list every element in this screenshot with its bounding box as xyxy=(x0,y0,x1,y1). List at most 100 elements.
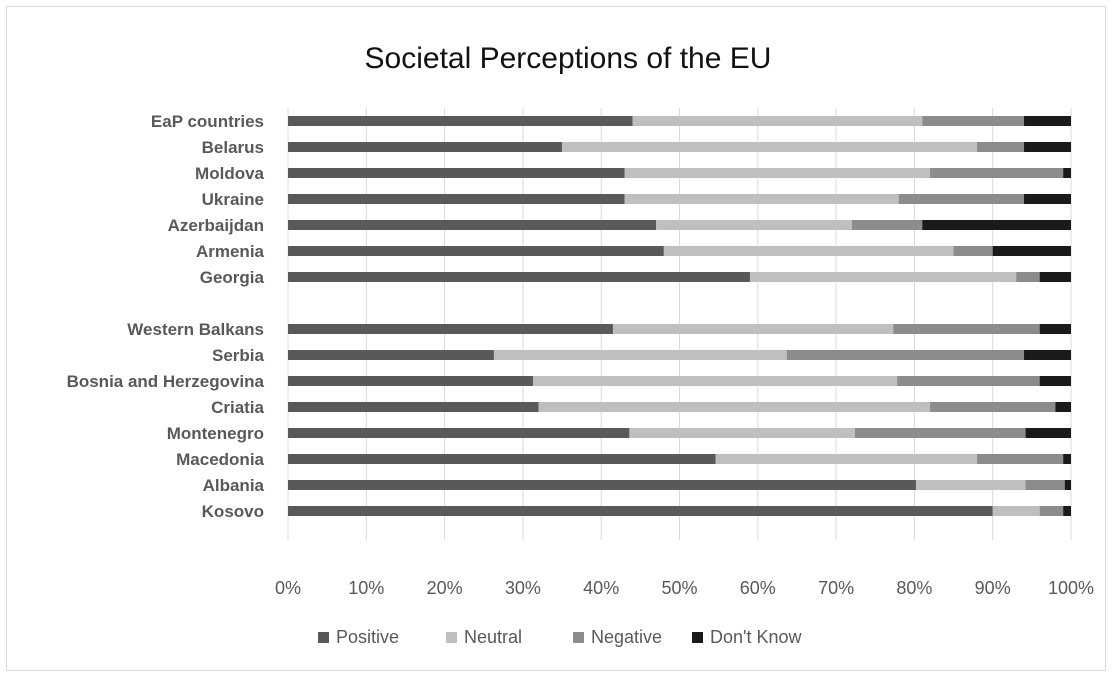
bar-segment xyxy=(1024,142,1071,152)
x-tick-label: 100% xyxy=(1048,578,1094,598)
legend-label: Negative xyxy=(591,627,662,647)
bar-segment xyxy=(624,194,899,204)
bar-segment xyxy=(992,246,1071,256)
bar-segment xyxy=(897,376,1040,386)
bar-segment xyxy=(663,246,954,256)
legend-swatch xyxy=(318,632,329,643)
category-label: Criatia xyxy=(211,398,264,417)
bar-segment xyxy=(1024,116,1071,126)
bar-segment xyxy=(1024,194,1071,204)
bar-segment xyxy=(930,168,1064,178)
legend-label: Positive xyxy=(336,627,399,647)
bar-segment xyxy=(1039,324,1071,334)
bar-segment xyxy=(629,428,855,438)
category-label: Western Balkans xyxy=(127,320,264,339)
x-tick-label: 90% xyxy=(975,578,1011,598)
bar-segment xyxy=(1063,454,1071,464)
bar-segment xyxy=(1039,376,1071,386)
x-tick-label: 20% xyxy=(427,578,463,598)
legend-label: Neutral xyxy=(464,627,522,647)
x-tick-labels: 0% 10% 20% 30% 40% 50% 60% 70% 80% 90% 100% xyxy=(275,578,1094,598)
bar-segment xyxy=(288,116,633,126)
legend-label: Don't Know xyxy=(710,627,802,647)
bar-segment xyxy=(749,272,1017,282)
bar-segment xyxy=(715,454,978,464)
bar-segment xyxy=(288,272,750,282)
x-tick-label: 50% xyxy=(661,578,697,598)
bar-segment xyxy=(562,142,978,152)
bar-segment xyxy=(786,350,1025,360)
bar-segment xyxy=(288,246,664,256)
bar-segment xyxy=(288,480,916,490)
bar-segment xyxy=(1039,272,1071,282)
category-label: Georgia xyxy=(200,268,265,287)
bar-segment xyxy=(922,220,1071,230)
x-tick-label: 70% xyxy=(818,578,854,598)
category-label: Azerbaijdan xyxy=(168,216,264,235)
bar-segment xyxy=(288,220,657,230)
x-tick-label: 10% xyxy=(348,578,384,598)
bar-segment xyxy=(1024,350,1071,360)
bar-segment xyxy=(1055,402,1071,412)
x-tick-label: 60% xyxy=(740,578,776,598)
bar-segment xyxy=(288,402,539,412)
bar-segment xyxy=(915,480,1026,490)
legend-swatch xyxy=(573,632,584,643)
category-label: Moldova xyxy=(195,164,264,183)
category-label: Kosovo xyxy=(202,502,264,521)
bar-segment xyxy=(1016,272,1040,282)
bar-segment xyxy=(288,142,563,152)
bar-segment xyxy=(288,324,613,334)
legend-swatch xyxy=(692,632,703,643)
bar-segment xyxy=(288,194,625,204)
bar-segment xyxy=(1025,480,1065,490)
category-label: Ukraine xyxy=(202,190,264,209)
bar-segment xyxy=(288,376,534,386)
category-label: EaP countries xyxy=(151,112,264,131)
category-label: Bosnia and Herzegovina xyxy=(67,372,265,391)
category-label: Armenia xyxy=(196,242,265,261)
bar-segment xyxy=(1025,428,1071,438)
bar-segment xyxy=(977,454,1064,464)
legend: Positive Neutral Negative Don't Know xyxy=(318,627,802,647)
category-label: Serbia xyxy=(212,346,265,365)
bar-segment xyxy=(288,350,494,360)
bar-segment xyxy=(533,376,898,386)
bar-segment xyxy=(632,116,923,126)
bar-segment xyxy=(851,220,923,230)
bar-segment xyxy=(992,506,1040,516)
bar-segment xyxy=(1063,168,1071,178)
category-label: Albania xyxy=(203,476,265,495)
bars xyxy=(288,116,1071,516)
bar-segment xyxy=(288,428,630,438)
bar-segment xyxy=(893,324,1040,334)
bar-segment xyxy=(930,402,1056,412)
x-tick-label: 30% xyxy=(505,578,541,598)
bar-segment xyxy=(288,168,625,178)
category-label: Belarus xyxy=(202,138,264,157)
bar-segment xyxy=(1064,480,1071,490)
legend-swatch xyxy=(446,632,457,643)
x-tick-label: 80% xyxy=(896,578,932,598)
bar-segment xyxy=(1039,506,1064,516)
bar-segment xyxy=(288,506,993,516)
bar-segment xyxy=(953,246,993,256)
category-labels: EaP countries Belarus Moldova Ukraine Azerba… xyxy=(67,112,265,521)
x-tick-label: 0% xyxy=(275,578,301,598)
bar-segment xyxy=(977,142,1025,152)
bar-segment xyxy=(1063,506,1071,516)
bar-segment xyxy=(493,350,787,360)
bar-segment xyxy=(854,428,1026,438)
x-tick-label: 40% xyxy=(583,578,619,598)
category-label: Macedonia xyxy=(176,450,264,469)
bar-segment xyxy=(922,116,1025,126)
bar-segment xyxy=(624,168,931,178)
bar-segment xyxy=(288,454,716,464)
bar-segment xyxy=(612,324,894,334)
bar-segment xyxy=(538,402,931,412)
category-label: Montenegro xyxy=(167,424,264,443)
bar-segment xyxy=(898,194,1025,204)
chart-title: Societal Perceptions of the EU xyxy=(365,42,772,75)
